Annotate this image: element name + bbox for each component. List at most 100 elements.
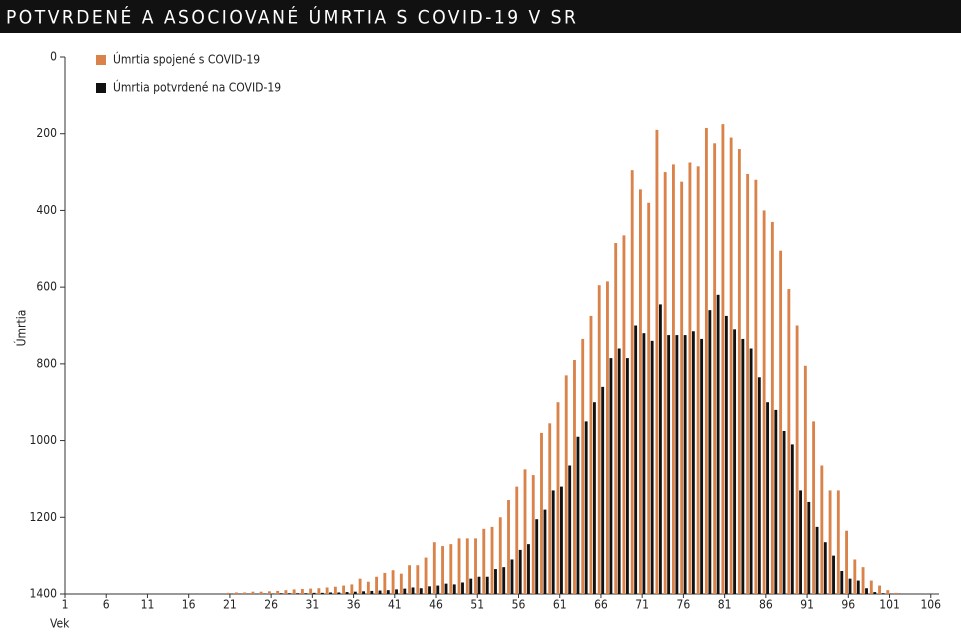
bar [551,490,555,594]
bar [650,340,654,594]
bar [329,592,333,594]
bar [658,304,662,594]
bar [300,589,304,594]
x-tick-label: 41 [388,598,402,612]
x-tick-label: 71 [635,598,649,612]
bar [510,559,514,594]
bar [589,315,593,594]
bar [482,528,486,594]
bar [518,549,522,594]
bar [411,587,415,594]
bar [408,565,412,594]
bar [507,500,510,594]
bar [428,586,431,594]
bar [366,581,370,594]
bar [609,358,613,594]
bar [474,538,477,594]
y-tick-label: 200 [36,126,57,140]
bar [477,576,481,594]
bar [790,444,794,594]
bar [432,542,436,594]
bar [457,538,461,594]
bar [754,179,758,594]
bar [601,386,605,594]
bar [721,124,725,594]
bar [304,593,308,594]
x-tick-label: 51 [470,598,484,612]
x-tick-label: 6 [103,598,110,612]
bar [815,526,819,594]
bar [370,590,374,594]
bar [465,538,469,594]
bar [634,325,638,594]
bar [267,591,271,594]
bar [795,325,799,594]
bar [688,162,692,594]
bar [320,592,324,594]
bar [886,590,890,594]
bar [416,565,420,594]
bar [345,592,349,594]
x-tick-label: 76 [677,598,691,612]
bar [667,335,671,594]
bar [375,576,379,594]
bar [403,588,407,594]
bar [490,526,494,594]
bar [251,591,255,594]
bar [243,592,247,594]
bar [452,584,456,594]
bar [292,589,296,594]
bar [746,173,750,594]
bar [878,585,881,594]
bar [729,137,733,595]
bar [724,315,728,594]
bar [564,375,568,594]
bar [812,421,816,594]
bar [683,335,687,594]
bar [441,546,444,594]
title-bar [0,0,961,33]
x-tick-label: 81 [718,598,732,612]
bar [342,585,346,594]
x-tick-label: 56 [512,598,526,612]
bar [560,486,563,594]
bar [704,127,708,594]
x-tick-label: 66 [594,598,608,612]
bar [828,490,832,594]
bar [309,588,313,594]
bar [312,592,316,594]
bar [606,281,609,594]
bar [770,221,774,594]
bar [625,358,629,594]
bar [535,519,539,594]
bar [774,409,778,594]
bar [386,590,390,594]
bar [581,338,585,594]
bar [296,593,300,594]
legend-label: Úmrtia spojené s COVID-19 [113,52,260,67]
bar [502,567,506,594]
bar [383,572,387,594]
x-tick-label: 101 [879,598,900,612]
bar [671,164,675,594]
bar [592,402,596,594]
bar [696,166,700,594]
y-axis-label: Úmrtia [14,310,29,347]
bar [787,289,791,594]
bar [540,432,543,594]
bar [832,555,835,594]
bar [259,591,263,594]
x-tick-label: 26 [264,598,278,612]
x-tick-label: 16 [182,598,196,612]
x-tick-label: 46 [429,598,443,612]
bar [436,585,440,594]
x-tick-label: 36 [347,598,361,612]
bar [617,348,621,594]
bar [836,490,840,594]
x-tick-label: 86 [759,598,773,612]
x-tick-label: 1 [62,598,69,612]
bar [353,591,357,594]
bar [762,210,766,594]
bar [700,338,704,594]
